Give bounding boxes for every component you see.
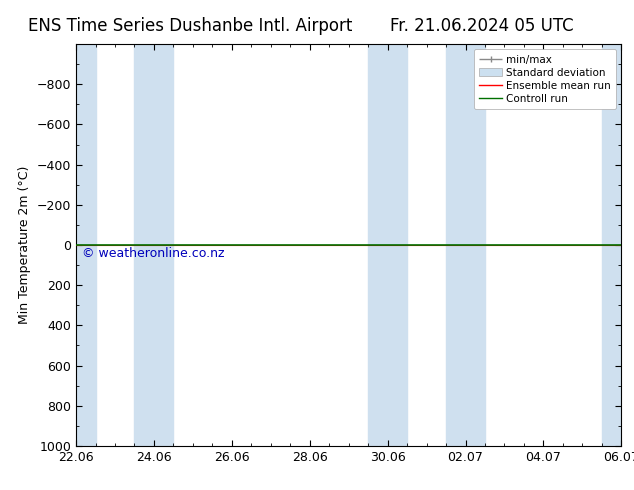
Bar	[134, 44, 174, 446]
Text: Fr. 21.06.2024 05 UTC: Fr. 21.06.2024 05 UTC	[390, 17, 574, 35]
Bar	[602, 44, 621, 446]
Text: © weatheronline.co.nz: © weatheronline.co.nz	[82, 247, 224, 260]
Text: ENS Time Series Dushanbe Intl. Airport: ENS Time Series Dushanbe Intl. Airport	[28, 17, 353, 35]
Legend: min/max, Standard deviation, Ensemble mean run, Controll run: min/max, Standard deviation, Ensemble me…	[474, 49, 616, 109]
Bar	[368, 44, 407, 446]
Y-axis label: Min Temperature 2m (°C): Min Temperature 2m (°C)	[18, 166, 31, 324]
Bar	[76, 44, 96, 446]
Bar	[446, 44, 485, 446]
